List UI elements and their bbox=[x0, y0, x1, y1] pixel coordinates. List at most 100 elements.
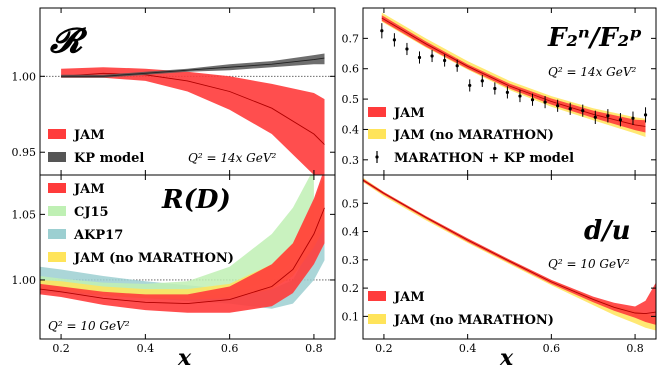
y-tick-label: 0.3 bbox=[342, 154, 360, 167]
x-tick-label: 0.6 bbox=[221, 342, 239, 355]
data-point bbox=[618, 118, 623, 122]
legend-swatch-jam bbox=[48, 183, 66, 193]
legend-swatch-jam bbox=[368, 107, 386, 117]
center-line-kp-model bbox=[61, 57, 325, 77]
data-point bbox=[543, 100, 547, 104]
y-tick-label: 0.2 bbox=[342, 282, 360, 295]
data-point bbox=[505, 90, 510, 95]
data-point bbox=[568, 107, 572, 111]
data-point bbox=[455, 64, 459, 68]
y-tick-label: 0.5 bbox=[342, 197, 360, 210]
band-jam-no-marathon bbox=[363, 177, 656, 331]
band-kp-model bbox=[61, 53, 325, 78]
panel-d-over-u: 0.1 0.2 0.3 0.4 0.5 0.2 0.4 0.6 0.8 d/u Q² = 10 … bbox=[342, 174, 657, 369]
band-jam bbox=[40, 175, 325, 313]
legend-swatch-jam-no-marathon bbox=[368, 314, 386, 324]
legend-C: JAM CJ15 AKP17 JAM (no MARATHON) bbox=[48, 182, 234, 266]
data-point bbox=[581, 109, 585, 113]
legend-label-jam: JAM bbox=[73, 182, 105, 197]
legend-label-jam-no-marathon: JAM (no MARATHON) bbox=[73, 251, 234, 266]
legend-marker-marathon-dot bbox=[375, 155, 379, 159]
y-tick-label: 0.95 bbox=[12, 146, 37, 159]
panel-title-A: 𝓡 bbox=[49, 21, 88, 61]
plot-area-D bbox=[363, 177, 656, 331]
y-tick-label: 0.3 bbox=[342, 254, 360, 267]
data-point bbox=[606, 114, 610, 118]
panel-title-D: d/u bbox=[584, 216, 631, 246]
y-tick-label: 1.00 bbox=[12, 274, 37, 287]
data-point bbox=[480, 79, 484, 83]
data-point bbox=[417, 55, 422, 60]
panel-R-D: 1.00 1.05 0.2 0.4 0.6 0.8 R(D) JAM CJ15 AKP17… bbox=[12, 174, 336, 369]
panel-F2-ratio: 0.3 0.4 0.5 0.6 0.7 F₂ⁿ/F₂ᵖ Q² = 14x GeV² JA… bbox=[342, 7, 657, 176]
data-point bbox=[593, 115, 597, 119]
series-layer-C bbox=[40, 175, 335, 313]
data-point bbox=[392, 38, 396, 42]
series-layer-B bbox=[380, 12, 648, 138]
y-tick-label: 1.05 bbox=[12, 208, 37, 221]
center-line-jam bbox=[363, 179, 656, 315]
ticks-D: 0.1 0.2 0.3 0.4 0.5 0.2 0.4 0.6 0.8 bbox=[342, 175, 656, 355]
data-point bbox=[631, 116, 635, 120]
y-tick-label: 0.6 bbox=[342, 63, 360, 76]
legend-label-jam-no-marathon: JAM (no MARATHON) bbox=[393, 313, 554, 328]
y-tick-label: 0.5 bbox=[342, 93, 360, 106]
legend-label-kp: KP model bbox=[74, 151, 144, 166]
x-tick-label: 0.8 bbox=[305, 342, 323, 355]
data-point bbox=[530, 98, 535, 102]
x-tick-label: 0.8 bbox=[626, 342, 644, 355]
legend-label-cj15: CJ15 bbox=[74, 205, 109, 220]
plot-area-A bbox=[40, 53, 335, 175]
legend-B: JAM JAM (no MARATHON) MARATHON + KP mode… bbox=[368, 106, 574, 166]
x-tick-label: 0.4 bbox=[459, 342, 477, 355]
annotation-B: Q² = 14x GeV² bbox=[548, 65, 637, 79]
legend-swatch-jam-no-marathon bbox=[48, 252, 66, 262]
y-tick-label: 0.4 bbox=[342, 123, 360, 136]
frame-D bbox=[362, 174, 657, 340]
data-point bbox=[405, 47, 409, 51]
x-axis-label-C: x bbox=[177, 345, 192, 369]
annotation-C: Q² = 10 GeV² bbox=[48, 319, 130, 333]
y-tick-label: 0.4 bbox=[342, 226, 360, 239]
legend-swatch-kp bbox=[48, 152, 66, 162]
plot-area-B bbox=[380, 12, 648, 138]
legend-label-akp17: AKP17 bbox=[73, 228, 123, 243]
legend-swatch-jam-no-marathon bbox=[368, 129, 386, 139]
yticks-A: 0.95 1.00 bbox=[12, 8, 335, 175]
series-layer-D bbox=[363, 177, 656, 331]
x-tick-label: 0.6 bbox=[543, 342, 561, 355]
band-jam bbox=[61, 67, 325, 175]
data-point bbox=[643, 113, 648, 117]
panel-title-B: F₂ⁿ/F₂ᵖ bbox=[547, 23, 642, 53]
legend-swatch-jam bbox=[368, 291, 386, 301]
plot-area-C bbox=[40, 175, 335, 313]
legend-label-jam-no-marathon: JAM (no MARATHON) bbox=[393, 128, 554, 143]
y-tick-label: 0.1 bbox=[342, 310, 360, 323]
ticks-C: 1.00 1.05 0.2 0.4 0.6 0.8 bbox=[12, 175, 335, 355]
panel-ratio-R: 0.95 1.00 𝓡 JAM KP model Q² = 14x GeV² bbox=[12, 7, 336, 176]
legend-swatch-jam bbox=[48, 129, 66, 139]
legend-swatch-cj15 bbox=[48, 206, 66, 216]
series-layer-A bbox=[40, 53, 335, 175]
annotation-D: Q² = 10 GeV² bbox=[548, 257, 630, 271]
data-point bbox=[493, 86, 497, 91]
data-point bbox=[430, 54, 434, 58]
data-point bbox=[556, 104, 560, 108]
data-point bbox=[468, 83, 472, 88]
center-line-jam bbox=[381, 17, 646, 127]
legend-swatch-akp17 bbox=[48, 229, 66, 239]
y-tick-label: 1.00 bbox=[12, 70, 37, 83]
band-jam-no-marathon bbox=[381, 12, 646, 138]
annotation-A: Q² = 14x GeV² bbox=[188, 151, 277, 165]
band-jam-no-marathon bbox=[40, 175, 325, 300]
data-point bbox=[380, 29, 384, 33]
legend-label-jam: JAM bbox=[393, 106, 425, 121]
legend-A: JAM KP model bbox=[48, 128, 144, 166]
y-tick-label: 0.7 bbox=[342, 32, 360, 45]
center-line-jam bbox=[40, 207, 325, 305]
data-point bbox=[443, 58, 447, 63]
data-point bbox=[518, 94, 522, 98]
x-tick-label: 0.4 bbox=[137, 342, 155, 355]
yticks-B: 0.3 0.4 0.5 0.6 0.7 bbox=[342, 8, 656, 175]
